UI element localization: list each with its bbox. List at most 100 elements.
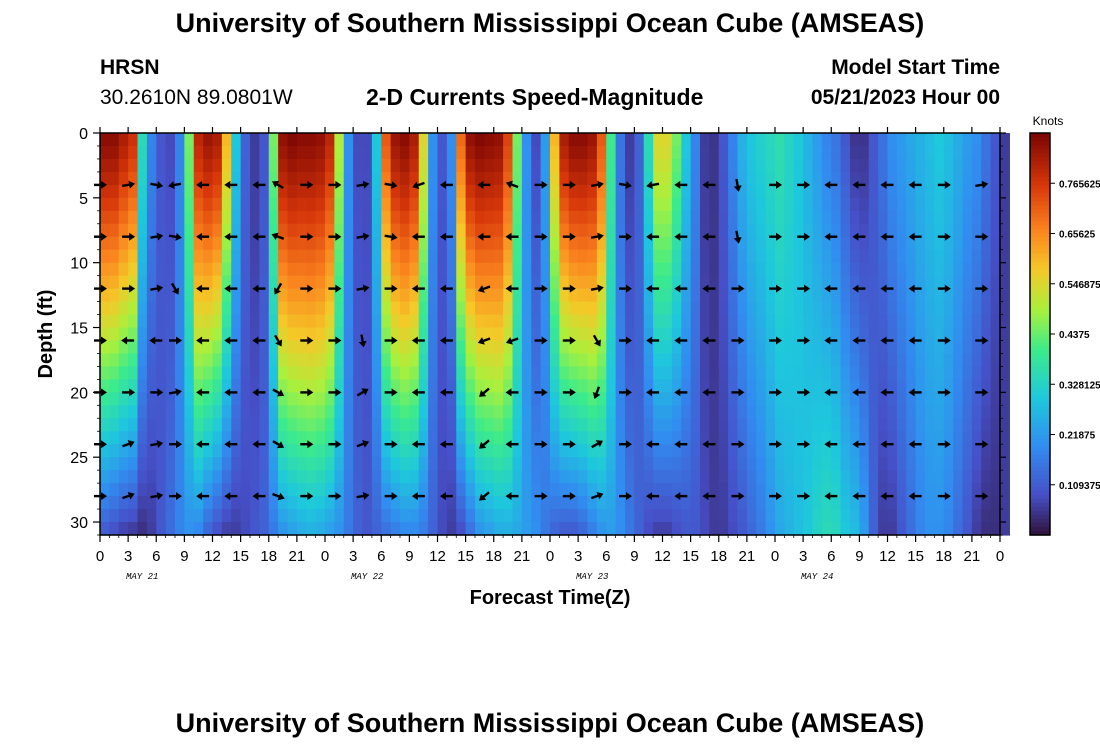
heat-cell xyxy=(531,392,542,406)
arrow-head xyxy=(597,232,604,241)
heat-cell xyxy=(793,366,804,380)
heat-cell xyxy=(709,236,720,251)
heat-cell xyxy=(878,197,889,212)
heat-cell xyxy=(840,470,851,484)
colorbar-cell xyxy=(1030,510,1050,516)
y-tick-label: 20 xyxy=(70,385,88,402)
heat-cell xyxy=(278,353,289,368)
heat-cell xyxy=(821,496,832,510)
current-arrow xyxy=(908,336,922,345)
heat-cell xyxy=(296,444,307,458)
arrow-head xyxy=(541,336,548,345)
arrow-head xyxy=(196,180,203,189)
heat-cell xyxy=(437,197,448,212)
heat-cell xyxy=(268,392,279,406)
heat-cell xyxy=(962,405,973,419)
heat-cell xyxy=(381,340,392,355)
heat-cell xyxy=(203,171,214,186)
heat-cell xyxy=(728,327,739,342)
heat-cell xyxy=(146,353,157,368)
heat-cell xyxy=(400,405,410,419)
heat-cell xyxy=(812,327,823,342)
heat-cell xyxy=(193,249,204,264)
heat-cell xyxy=(400,431,410,445)
heat-cell xyxy=(653,223,664,238)
heat-cell xyxy=(437,210,448,225)
heat-cell xyxy=(756,379,767,393)
heat-cell xyxy=(1000,236,1010,251)
arrow-head xyxy=(477,285,485,293)
heat-cell xyxy=(259,262,270,277)
heat-cell xyxy=(643,522,654,536)
heat-cell xyxy=(671,483,682,497)
heat-cell xyxy=(625,340,635,355)
heat-cell xyxy=(746,197,757,212)
heat-cell xyxy=(193,457,204,471)
heat-cell xyxy=(850,301,860,316)
arrow-head xyxy=(172,287,179,295)
heat-cell xyxy=(193,236,204,251)
heat-cell xyxy=(728,509,739,523)
heat-cell xyxy=(446,496,457,510)
heat-cell xyxy=(343,444,354,458)
heat-cell xyxy=(775,184,785,199)
heat-cell xyxy=(437,509,448,523)
heat-cell xyxy=(446,366,457,380)
current-arrow xyxy=(328,388,342,397)
heat-cell xyxy=(915,236,926,251)
current-arrow xyxy=(646,181,660,190)
heat-cell xyxy=(353,145,364,160)
heat-cell xyxy=(118,457,129,471)
heat-cell xyxy=(531,314,542,329)
heat-cell xyxy=(906,418,917,432)
colorbar-cell xyxy=(1030,466,1050,472)
heat-cell xyxy=(662,366,673,380)
heat-cell xyxy=(128,327,139,342)
arrow-head xyxy=(335,492,342,501)
x-tick-label: 6 xyxy=(602,548,610,565)
heat-cell xyxy=(362,366,373,380)
arrow-head xyxy=(101,492,107,501)
heat-cell xyxy=(306,431,317,445)
heat-cell xyxy=(896,457,907,471)
heat-cell xyxy=(990,444,1001,458)
heat-cell xyxy=(325,184,335,199)
heat-cell xyxy=(334,145,345,160)
heat-cell xyxy=(456,288,467,303)
heat-cell xyxy=(634,483,645,497)
heat-cell xyxy=(156,522,167,536)
heat-cell xyxy=(306,405,317,419)
heat-cell xyxy=(306,496,317,510)
heat-cell xyxy=(512,145,523,160)
heat-cell xyxy=(446,210,457,225)
heat-cell xyxy=(531,327,542,342)
heat-cell xyxy=(718,483,729,497)
heat-cell xyxy=(400,262,410,277)
heat-cell xyxy=(746,327,757,342)
heat-cell xyxy=(409,405,420,419)
heat-cell xyxy=(831,496,842,510)
heat-cell xyxy=(737,223,748,238)
heat-cell xyxy=(596,262,607,277)
heat-cell xyxy=(512,418,523,432)
heat-cell xyxy=(615,353,626,368)
heat-cell xyxy=(343,379,354,393)
heat-cell xyxy=(109,353,120,368)
current-arrow xyxy=(852,232,866,241)
heat-cell xyxy=(493,418,504,432)
heat-cell xyxy=(718,133,729,147)
heat-cell xyxy=(315,392,326,406)
heat-cell xyxy=(118,522,129,536)
heat-cell xyxy=(962,444,973,458)
arrow-head xyxy=(390,181,398,190)
heat-cell xyxy=(531,275,542,290)
heat-cell xyxy=(118,210,129,225)
colorbar-cell xyxy=(1030,334,1050,339)
heat-cell xyxy=(503,483,514,497)
heat-cell xyxy=(625,353,635,368)
heat-cell xyxy=(184,405,195,419)
heat-cell xyxy=(756,223,767,238)
heat-cell xyxy=(240,171,251,186)
heat-cell xyxy=(643,223,654,238)
heat-cell xyxy=(240,158,251,173)
